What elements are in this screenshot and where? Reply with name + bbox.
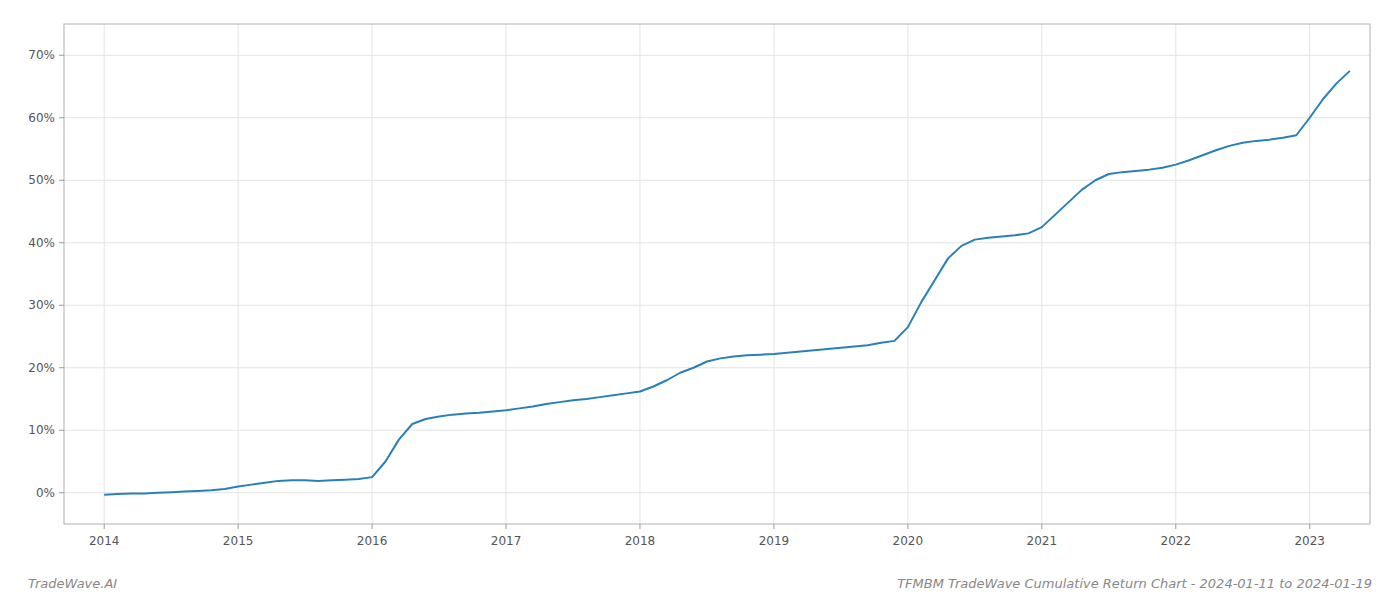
x-grid-line (104, 24, 105, 524)
x-tick-label: 2018 (625, 534, 656, 548)
watermark: TFMBM TradeWave Cumulative Return Chart … (897, 576, 1372, 591)
x-grid-line (1309, 24, 1310, 524)
y-tick-label: 70% (28, 48, 55, 62)
y-tick-label: 0% (36, 486, 55, 500)
x-tick (506, 524, 507, 529)
x-grid-line (773, 24, 774, 524)
watermark: TradeWave.AI (28, 576, 117, 591)
y-grid-line (64, 305, 1370, 306)
x-tick-label: 2017 (491, 534, 522, 548)
x-tick (104, 524, 105, 529)
x-tick (1175, 524, 1176, 529)
data-area (104, 71, 1350, 495)
x-grid-line (238, 24, 239, 524)
x-grid-line (1041, 24, 1042, 524)
data-line (104, 71, 1350, 495)
y-tick (59, 180, 64, 181)
x-tick (372, 524, 373, 529)
y-tick (59, 242, 64, 243)
y-tick (59, 117, 64, 118)
x-tick (238, 524, 239, 529)
y-tick (59, 492, 64, 493)
chart-svg: 2014 2015 2016 2017 2018 2019 2020 2021 2022 2023… (0, 0, 1400, 600)
y-grid-line (64, 55, 1370, 56)
y-tick-label: 40% (28, 236, 55, 250)
y-tick-label: 30% (28, 298, 55, 312)
chart-container: 2014 2015 2016 2017 2018 2019 2020 2021 2022 2023… (0, 0, 1400, 600)
x-grid-line (506, 24, 507, 524)
x-tick-label: 2020 (893, 534, 924, 548)
x-tick-label: 2016 (357, 534, 388, 548)
x-tick-label: 2023 (1294, 534, 1325, 548)
y-tick-label: 10% (28, 423, 55, 437)
y-tick (59, 367, 64, 368)
y-grid-line (64, 242, 1370, 243)
x-tick-label: 2022 (1161, 534, 1192, 548)
background (0, 0, 1400, 600)
y-tick (59, 305, 64, 306)
y-tick (59, 430, 64, 431)
x-grid-line (372, 24, 373, 524)
plot-frame (64, 24, 1370, 524)
y-tick-label: 50% (28, 173, 55, 187)
x-tick (773, 524, 774, 529)
x-tick-label: 2019 (759, 534, 790, 548)
x-tick (1041, 524, 1042, 529)
y-grid-line (64, 430, 1370, 431)
y-grid-line (64, 367, 1370, 368)
y-tick-label: 20% (28, 361, 55, 375)
x-tick (907, 524, 908, 529)
y-grid-line (64, 180, 1370, 181)
x-tick-label: 2015 (223, 534, 254, 548)
axes: 2014 2015 2016 2017 2018 2019 2020 2021 2022 2023… (28, 48, 1325, 548)
grid (64, 24, 1370, 524)
x-grid-line (1175, 24, 1176, 524)
x-tick-label: 2021 (1027, 534, 1058, 548)
x-grid-line (907, 24, 908, 524)
x-tick-label: 2014 (89, 534, 120, 548)
y-tick (59, 55, 64, 56)
x-grid-line (639, 24, 640, 524)
y-grid-line (64, 117, 1370, 118)
y-grid-line (64, 492, 1370, 493)
y-tick-label: 60% (28, 111, 55, 125)
x-tick (639, 524, 640, 529)
x-tick (1309, 524, 1310, 529)
